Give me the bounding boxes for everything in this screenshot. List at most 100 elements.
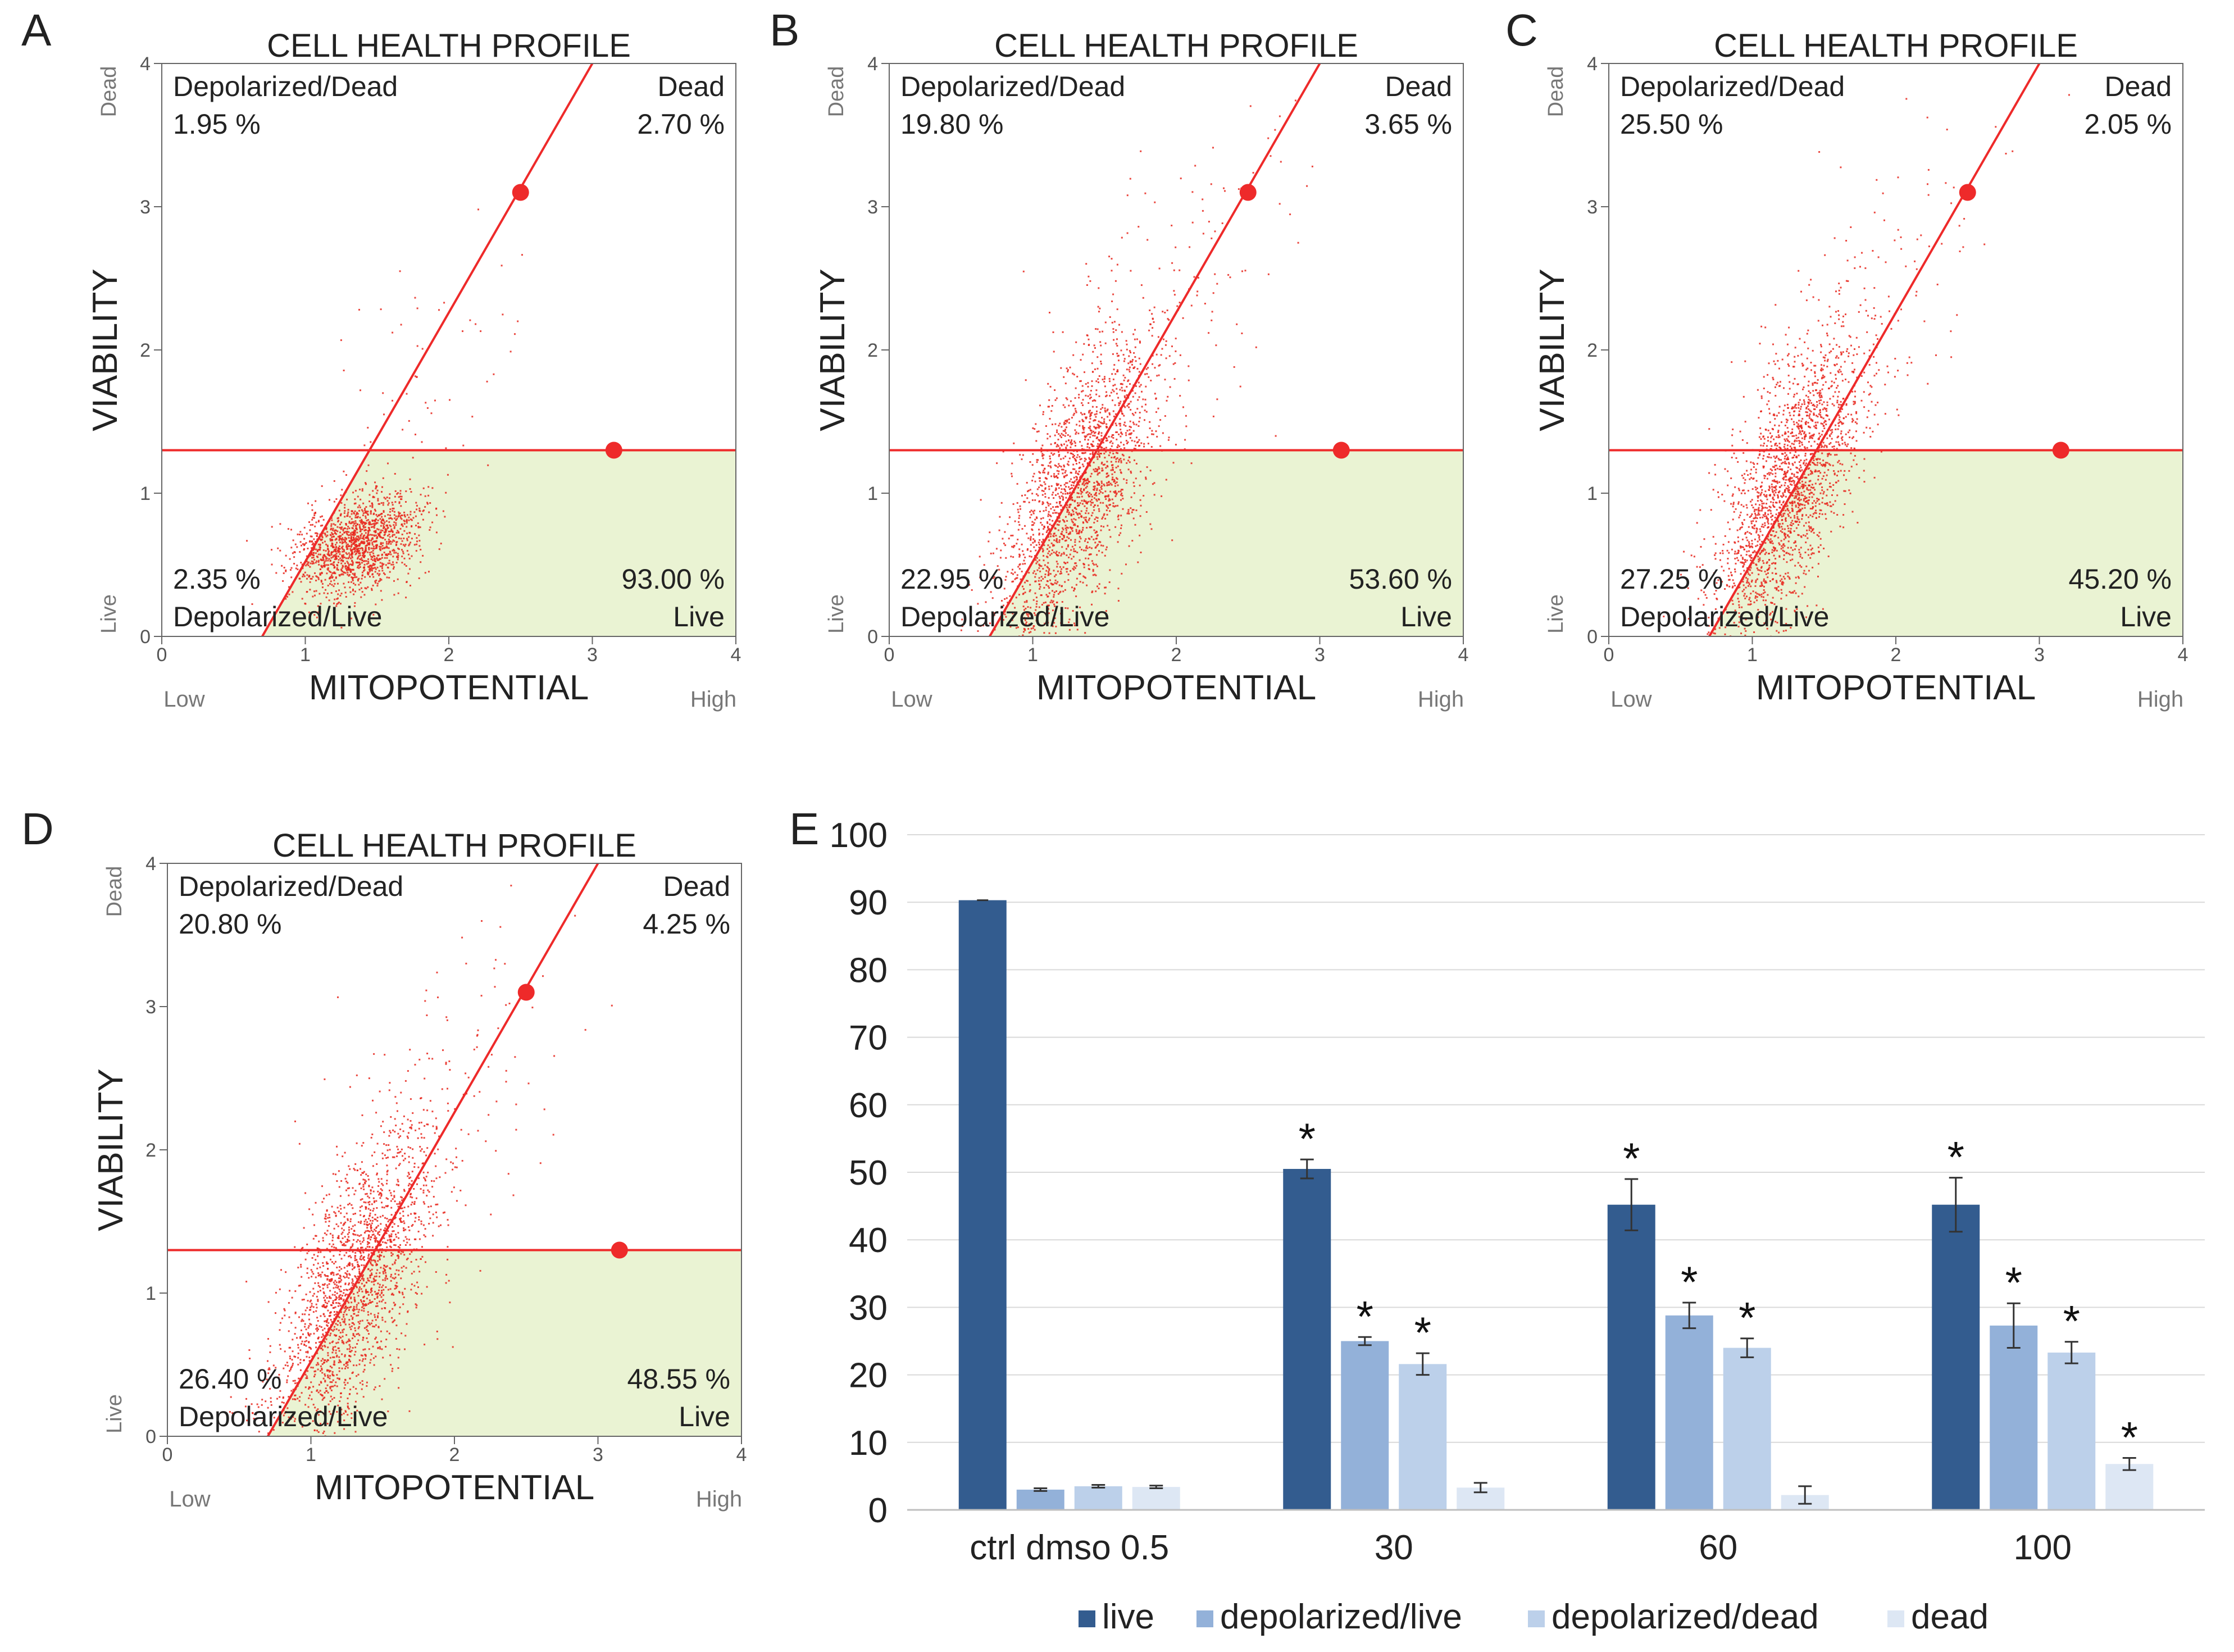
scatter-point (1094, 485, 1096, 488)
scatter-point (1132, 390, 1134, 392)
scatter-point (1817, 475, 1819, 477)
scatter-point (1076, 629, 1079, 631)
scatter-point (1812, 384, 1814, 386)
scatter-point (351, 544, 353, 546)
scatter-point (1760, 491, 1763, 494)
scatter-point (1079, 462, 1080, 464)
scatter-point (1738, 604, 1740, 606)
scatter-point (1104, 517, 1107, 520)
scatter-point (1047, 406, 1049, 408)
y-tick-label: 0 (867, 626, 878, 648)
scatter-point (1134, 346, 1136, 348)
scatter-point (1762, 516, 1764, 518)
scatter-point (1763, 515, 1766, 517)
scatter-point (320, 603, 322, 605)
scatter-point (372, 576, 375, 578)
scatter-point (393, 566, 395, 568)
scatter-point (1799, 414, 1801, 416)
scatter-point (382, 477, 384, 479)
scatter-point (1055, 625, 1057, 627)
scatter-point (1810, 362, 1812, 363)
scatter-point (378, 580, 380, 582)
scatter-point (1084, 457, 1086, 459)
scatter-point (1813, 408, 1815, 410)
scatter-point (384, 547, 386, 549)
scatter-point (992, 577, 994, 579)
scatter-point (357, 557, 359, 559)
scatter-point (1109, 499, 1111, 501)
scatter-point (1800, 485, 1803, 488)
scatter-point (1098, 510, 1100, 512)
scatter-point (1134, 392, 1136, 394)
scatter-point (1780, 530, 1782, 532)
scatter-point (1787, 488, 1789, 490)
scatter-point (321, 485, 323, 487)
scatter-point (449, 399, 451, 401)
scatter-point (306, 577, 308, 580)
scatter-point (1034, 629, 1036, 631)
scatter-point (1757, 491, 1759, 493)
scatter-point (1113, 481, 1115, 483)
scatter-point (1072, 556, 1075, 558)
scatter-point (373, 530, 375, 533)
scatter-point (368, 544, 370, 546)
scatter-point (1241, 270, 1243, 272)
scatter-point (1776, 456, 1777, 458)
scatter-point (343, 571, 345, 574)
scatter-point (418, 577, 420, 579)
scatter-point (1047, 438, 1049, 440)
scatter-point (1212, 292, 1214, 294)
scatter-point (357, 579, 359, 581)
scatter-point (1100, 488, 1103, 490)
scatter-point (1051, 549, 1053, 552)
scatter-point (1062, 434, 1064, 436)
scatter-point (1091, 495, 1093, 498)
scatter-point (328, 599, 330, 602)
scatter-point (1772, 611, 1773, 613)
scatter-point (1780, 589, 1782, 591)
scatter-point (378, 570, 380, 572)
scatter-point (371, 542, 374, 544)
scatter-point (421, 348, 424, 350)
scatter-point (1093, 399, 1095, 401)
scatter-point (400, 505, 402, 507)
scatter-point (375, 485, 377, 487)
scatter-point (1061, 585, 1063, 588)
scatter-point (1063, 536, 1065, 539)
x-axis-title: MITOPOTENTIAL (1036, 668, 1316, 707)
scatter-point (317, 549, 320, 551)
scatter-point (1767, 576, 1769, 579)
scatter-point (1769, 506, 1772, 508)
scatter-point (1791, 558, 1794, 561)
scatter-point (1112, 389, 1114, 391)
scatter-point (1101, 485, 1103, 487)
scatter-point (1070, 441, 1072, 443)
scatter-point (1052, 590, 1053, 592)
scatter-point (1208, 332, 1210, 334)
scatter-point (1093, 506, 1095, 508)
scatter-point (1833, 512, 1835, 514)
scatter-point (331, 543, 333, 545)
scatter-point (1695, 622, 1697, 625)
scatter-point (1140, 284, 1143, 286)
scatter-point (1022, 563, 1024, 565)
scatter-point (1776, 467, 1778, 470)
scatter-point (368, 521, 370, 524)
scatter-point (1126, 368, 1128, 371)
scatter-point (347, 569, 349, 571)
scatter-point (1825, 424, 1827, 425)
scatter-point (1835, 424, 1836, 426)
scatter-point (1789, 512, 1791, 514)
scatter-point (337, 602, 339, 604)
scatter-point (362, 535, 365, 537)
scatter-point (1066, 444, 1068, 447)
scatter-point (373, 534, 375, 536)
scatter-point (339, 535, 341, 538)
scatter-point (399, 527, 402, 530)
scatter-point (1096, 424, 1099, 426)
scatter-point (1840, 351, 1842, 353)
scatter-point (1098, 453, 1100, 456)
scatter-point (1727, 484, 1729, 486)
scatter-point (358, 555, 360, 557)
scatter-point (1785, 487, 1787, 489)
